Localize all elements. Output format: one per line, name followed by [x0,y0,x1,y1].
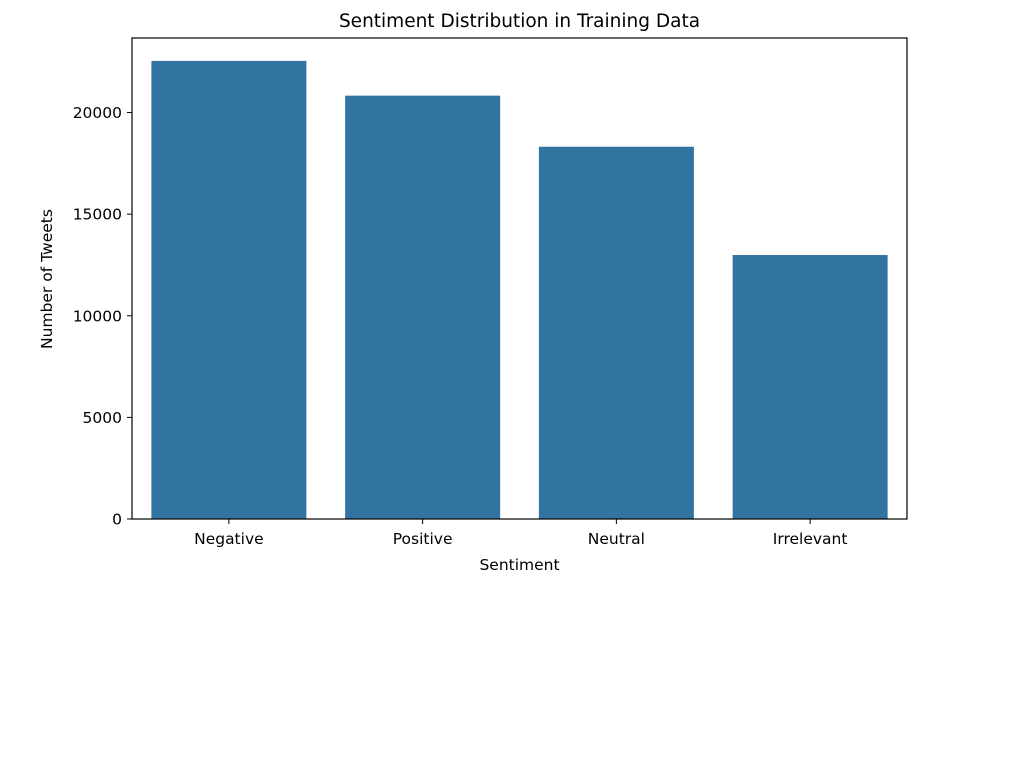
bars-group [151,60,888,520]
y-tick-label: 20000 [73,104,122,122]
x-tick-label: Irrelevant [773,530,848,548]
bar-positive [345,95,501,520]
y-axis-ticks: 0 5000 10000 15000 20000 [73,104,132,529]
x-tick-label: Positive [393,530,453,548]
x-tick-label: Neutral [588,530,645,548]
bar-neutral [538,146,694,520]
bar-negative [151,60,307,520]
x-tick-label: Negative [194,530,264,548]
y-axis-label: Number of Tweets [38,209,56,349]
y-tick-label: 5000 [83,409,122,427]
x-axis-label: Sentiment [479,556,559,574]
y-tick-label: 10000 [73,307,122,325]
x-axis-ticks: Negative Positive Neutral Irrelevant [194,519,847,548]
y-tick-label: 15000 [73,206,122,224]
bar-irrelevant [732,255,888,519]
chart-title: Sentiment Distribution in Training Data [339,11,700,32]
plot-frame [131,37,908,520]
y-tick-label: 0 [112,511,122,529]
